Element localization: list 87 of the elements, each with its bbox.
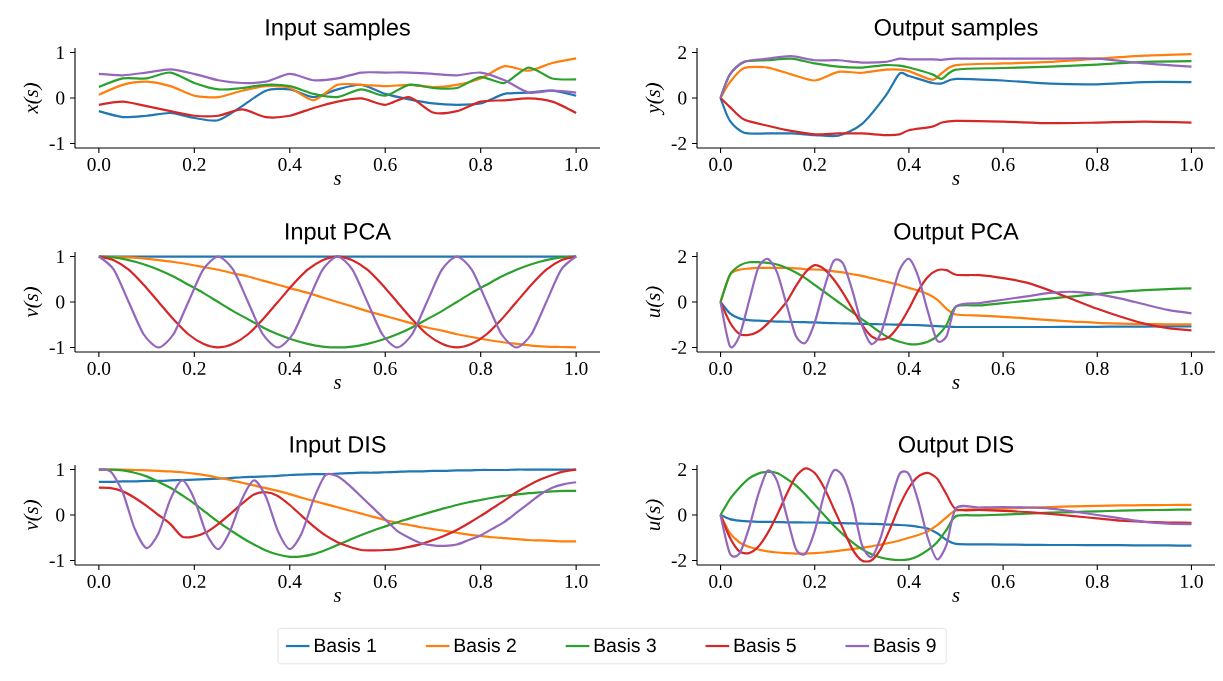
- chart-title: Input PCA: [286, 223, 392, 245]
- x-tick-label: 0.8: [469, 157, 493, 172]
- y-tick-label: 1: [57, 250, 64, 263]
- x-tick-label: 0.6: [373, 361, 397, 376]
- legend-label: Basis 5: [734, 637, 796, 653]
- x-tick-label: 0.4: [897, 361, 921, 376]
- line-series: [719, 503, 1193, 555]
- line-series: [719, 300, 1193, 329]
- x-tick-label: 0.8: [1085, 361, 1109, 376]
- x-tick-label: 0.6: [373, 157, 397, 172]
- legend-label: Basis 9: [874, 637, 936, 653]
- y-tick-label: 2: [678, 250, 687, 263]
- legend-label: Basis 2: [454, 637, 516, 653]
- y-axis-title: y(s): [645, 83, 665, 116]
- line-series: [97, 468, 578, 483]
- y-tick-label: -2: [671, 554, 687, 567]
- x-axis-title: s: [952, 175, 960, 185]
- x-tick-label: 0.0: [709, 574, 732, 589]
- x-tick-label: 0.4: [897, 574, 921, 589]
- line-series: [97, 57, 578, 102]
- chart-title: Output DIS: [898, 436, 1014, 458]
- x-axis-title: s: [333, 379, 341, 389]
- line-series: [719, 71, 1193, 138]
- x-tick-label: 0.4: [278, 361, 302, 376]
- x-tick-label: 0.6: [991, 157, 1015, 172]
- x-axis-title: s: [952, 379, 960, 389]
- x-tick-label: 1.0: [565, 574, 588, 589]
- y-tick-label: 0: [678, 508, 687, 522]
- x-tick-label: 0.6: [373, 574, 397, 589]
- x-tick-label: 0.2: [182, 574, 206, 589]
- y-axis-title: x(s): [23, 83, 43, 114]
- y-axis-title: v(s): [23, 500, 43, 531]
- x-tick-label: 0.2: [803, 361, 826, 376]
- x-tick-label: 0.2: [803, 574, 826, 589]
- y-tick-label: -2: [671, 137, 687, 150]
- x-tick-label: 0.2: [182, 157, 206, 172]
- x-tick-label: 0.0: [87, 157, 111, 172]
- x-tick-label: 0.8: [469, 574, 493, 589]
- y-tick-label: -1: [49, 341, 64, 354]
- x-tick-label: 0.6: [991, 361, 1015, 376]
- y-tick-label: 2: [678, 463, 687, 476]
- x-tick-label: 0.4: [278, 574, 302, 589]
- y-tick-label: 0: [678, 295, 687, 309]
- x-tick-label: 0.0: [709, 157, 732, 172]
- x-tick-label: 1.0: [565, 157, 588, 172]
- y-tick-label: 0: [56, 295, 65, 309]
- chart-title: Input samples: [266, 18, 410, 41]
- y-tick-label: -2: [671, 341, 687, 354]
- x-tick-label: 0.4: [897, 157, 921, 172]
- legend-label: Basis 1: [314, 637, 376, 653]
- x-tick-label: 0.8: [469, 361, 493, 376]
- y-tick-label: 1: [57, 463, 64, 476]
- x-tick-label: 0.8: [1085, 157, 1109, 172]
- y-axis-title: v(s): [23, 287, 43, 318]
- x-tick-label: 0.0: [709, 361, 732, 376]
- x-tick-label: 0.4: [278, 157, 302, 172]
- y-axis-title: u(s): [645, 499, 665, 531]
- y-tick-label: 1: [57, 46, 64, 59]
- x-tick-label: 1.0: [1181, 361, 1203, 376]
- x-tick-label: 1.0: [565, 361, 588, 376]
- x-tick-label: 0.0: [87, 574, 111, 589]
- x-tick-label: 0.6: [991, 574, 1015, 589]
- line-series: [719, 513, 1193, 547]
- x-tick-label: 1.0: [1181, 157, 1203, 172]
- x-axis-title: s: [333, 592, 341, 602]
- x-tick-label: 0.8: [1085, 574, 1109, 589]
- x-tick-label: 1.0: [1181, 574, 1203, 589]
- y-tick-label: -1: [49, 137, 64, 150]
- y-tick-label: -1: [49, 554, 64, 567]
- y-tick-label: 0: [56, 91, 65, 105]
- y-tick-label: 2: [678, 46, 687, 59]
- chart-title: Output samples: [874, 18, 1038, 41]
- x-tick-label: 0.0: [87, 361, 111, 376]
- x-tick-label: 0.2: [182, 361, 206, 376]
- chart-title: Input DIS: [290, 436, 386, 458]
- line-series: [719, 96, 1193, 137]
- x-tick-label: 0.2: [803, 157, 826, 172]
- y-tick-label: 0: [56, 508, 65, 522]
- y-axis-title: u(s): [645, 286, 665, 318]
- x-axis-title: s: [952, 592, 960, 602]
- legend-label: Basis 3: [594, 637, 656, 653]
- line-series: [97, 255, 578, 349]
- line-series: [97, 95, 578, 119]
- y-tick-label: 0: [678, 91, 687, 105]
- line-series: [97, 83, 578, 122]
- chart-title: Output PCA: [894, 223, 1019, 245]
- x-axis-title: s: [333, 175, 341, 185]
